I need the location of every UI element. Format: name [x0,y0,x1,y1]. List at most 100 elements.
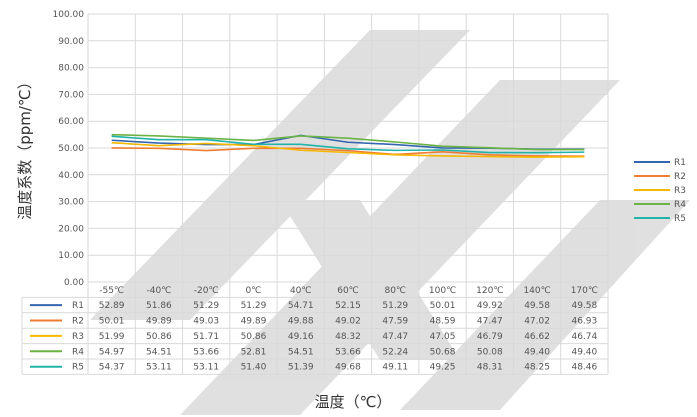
y-tick-label: 10.00 [58,251,84,261]
x-axis-title: 温度（℃） [315,393,392,411]
x-tick-label: 60℃ [337,286,359,296]
legend-label: R2 [674,172,686,182]
data-label: 50.01 [99,317,125,327]
data-label: 53.11 [146,363,172,373]
data-label: 49.25 [430,363,456,373]
y-tick-label: 90.00 [58,37,84,47]
data-label: 48.59 [430,317,456,327]
data-label: 51.29 [382,301,408,311]
x-tick-label: -40℃ [147,286,172,296]
table-series-name: R1 [72,301,84,311]
x-tick-label: 100℃ [429,286,456,296]
y-axis-title: 温度系数（ppm/℃） [16,74,34,220]
y-tick-label: 30.00 [58,198,84,208]
data-label: 53.11 [193,363,219,373]
table-series-name: R2 [72,317,84,327]
data-label: 50.08 [477,347,503,357]
data-label: 51.71 [193,332,219,342]
data-label: 49.88 [288,317,314,327]
y-tick-label: 100.00 [53,10,85,20]
x-tick-label: 140℃ [523,286,550,296]
data-label: 49.40 [571,347,597,357]
data-label: 51.29 [193,301,219,311]
data-label: 49.11 [382,363,408,373]
legend-label: R1 [674,158,686,168]
y-tick-label: 70.00 [58,90,84,100]
plot-area: 0.00 10.00 20.00 30.00 40.00 50.00 60.00 70.00 8… [53,10,609,375]
data-label: 51.40 [241,363,267,373]
table-series-name: R3 [72,332,84,342]
x-tick-label: 170℃ [571,286,598,296]
data-label: 54.51 [146,347,172,357]
data-label: 48.46 [571,363,597,373]
x-tick-label: 120℃ [476,286,503,296]
legend-item: R4 [634,200,686,210]
legend-item: R1 [634,158,686,168]
data-label: 47.02 [524,317,550,327]
data-label: 49.89 [146,317,172,327]
legend-item: R5 [634,214,686,224]
y-tick-label: 50.00 [58,144,84,154]
data-label: 52.81 [241,347,267,357]
data-label: 46.62 [524,332,550,342]
data-label: 51.29 [241,301,267,311]
data-label: 49.58 [524,301,550,311]
data-label: 47.05 [430,332,456,342]
data-label: 49.89 [241,317,267,327]
x-tick-label: 0℃ [246,286,262,296]
data-label: 49.02 [335,317,361,327]
data-label: 51.86 [146,301,172,311]
data-label: 50.86 [241,332,267,342]
series-line-r5 [111,135,585,154]
x-tick-label: 80℃ [384,286,406,296]
y-tick-label: 80.00 [58,64,84,74]
data-label: 54.97 [99,347,125,357]
table-series-name: R5 [72,363,84,373]
legend-item: R3 [634,186,686,196]
data-label: 48.25 [524,363,550,373]
data-label: 50.68 [430,347,456,357]
x-tick-label: 40℃ [290,286,312,296]
data-label: 50.86 [146,332,172,342]
legend-item: R2 [634,172,686,182]
data-label: 50.01 [430,301,456,311]
data-label: 46.93 [571,317,597,327]
data-label: 51.39 [288,363,314,373]
table-series-name: R4 [72,347,84,357]
legend-label: R5 [674,214,686,224]
y-tick-label: 0.00 [64,278,84,288]
data-label: 47.47 [477,317,503,327]
data-label: 52.15 [335,301,361,311]
data-label: 52.89 [99,301,125,311]
data-label: 49.16 [288,332,314,342]
data-label: 47.47 [382,332,408,342]
series-line-r4 [111,133,585,151]
data-label: 49.92 [477,301,503,311]
x-tick-label: -20℃ [194,286,219,296]
data-label: 54.71 [288,301,314,311]
y-tick-label: 60.00 [58,117,84,127]
data-label: 53.66 [335,347,361,357]
data-label: 46.74 [571,332,597,342]
data-label: 49.68 [335,363,361,373]
data-label: 49.03 [193,317,219,327]
series-line-r3 [111,141,585,158]
data-label: 49.58 [571,301,597,311]
y-tick-label: 40.00 [58,171,84,181]
data-table: -55℃ -40℃ -20℃ 0℃ 40℃ 60℃ 80℃ 100℃ 120℃ 140℃ 170℃ R… [21,281,608,375]
data-label: 46.79 [477,332,503,342]
data-label: 49.40 [524,347,550,357]
y-tick-label: 20.00 [58,224,84,234]
data-label: 47.59 [382,317,408,327]
data-label: 48.31 [477,363,503,373]
legend-label: R4 [674,200,686,210]
series-line-r2 [111,147,585,158]
data-label: 52.24 [382,347,408,357]
data-label: 54.51 [288,347,314,357]
legend-label: R3 [674,186,686,196]
data-label: 48.32 [335,332,361,342]
data-label: 54.37 [99,363,125,373]
legend: R1 R2 R3 R4 R5 [634,158,686,224]
data-label: 51.99 [99,332,125,342]
